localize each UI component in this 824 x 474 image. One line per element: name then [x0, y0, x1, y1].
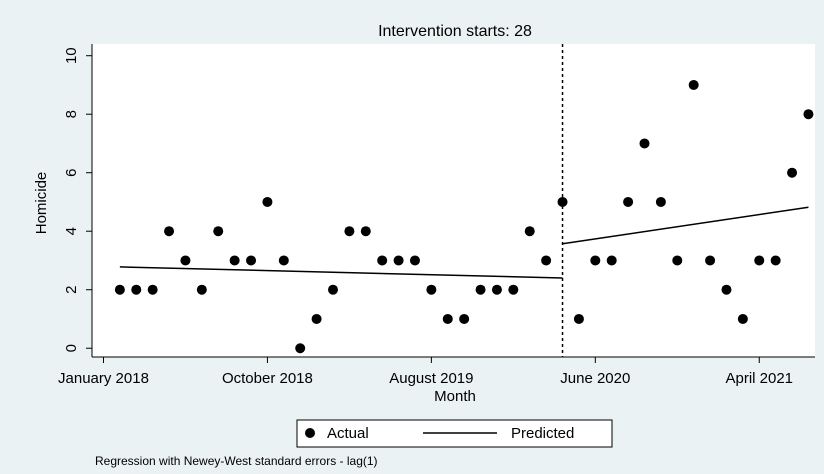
- data-point: [754, 255, 765, 266]
- x-tick-label: April 2021: [725, 370, 793, 387]
- data-point: [213, 226, 224, 237]
- data-point: [114, 284, 125, 295]
- data-point: [655, 196, 666, 207]
- plot-area: [92, 44, 815, 357]
- legend-label: Predicted: [511, 425, 574, 442]
- y-tick-label: 0: [63, 344, 80, 352]
- data-point: [393, 255, 404, 266]
- fitted-line: [119, 266, 563, 279]
- data-point: [491, 284, 502, 295]
- y-tick-label: 4: [63, 227, 80, 235]
- data-point: [180, 255, 191, 266]
- x-tick-label: October 2018: [222, 370, 313, 387]
- data-point: [705, 255, 716, 266]
- data-point: [770, 255, 781, 266]
- y-axis-title: Homicide: [33, 172, 50, 235]
- footnote: Regression with Newey-West standard erro…: [95, 454, 378, 468]
- data-point: [278, 255, 289, 266]
- data-point: [541, 255, 552, 266]
- data-point: [426, 284, 437, 295]
- data-point: [573, 313, 584, 324]
- legend-marker: [305, 428, 315, 438]
- data-point: [131, 284, 142, 295]
- y-tick-label: 6: [63, 169, 80, 177]
- data-point: [442, 313, 453, 324]
- data-point: [737, 313, 748, 324]
- data-point: [606, 255, 617, 266]
- data-point: [246, 255, 257, 266]
- data-point: [196, 284, 207, 295]
- data-point: [590, 255, 601, 266]
- fitted-line: [562, 206, 809, 245]
- legend-label: Actual: [327, 425, 369, 442]
- data-point: [147, 284, 158, 295]
- data-point: [672, 255, 683, 266]
- data-point: [295, 343, 306, 354]
- data-point: [557, 196, 568, 207]
- data-point: [229, 255, 240, 266]
- data-point: [459, 313, 470, 324]
- data-point: [377, 255, 388, 266]
- data-point: [623, 196, 634, 207]
- data-point: [311, 313, 322, 324]
- data-point: [639, 138, 650, 149]
- data-point: [409, 255, 420, 266]
- data-point: [360, 226, 371, 237]
- x-tick-label: January 2018: [58, 370, 149, 387]
- data-point: [508, 284, 519, 295]
- x-tick-label: August 2019: [389, 370, 473, 387]
- x-tick-label: June 2020: [560, 370, 630, 387]
- data-point: [688, 79, 699, 90]
- data-point: [344, 226, 355, 237]
- data-point: [787, 167, 798, 178]
- data-point: [524, 226, 535, 237]
- data-point: [328, 284, 338, 295]
- y-tick-label: 10: [63, 47, 80, 64]
- data-point: [721, 284, 732, 295]
- x-axis-title: Month: [434, 388, 476, 405]
- data-point: [164, 226, 175, 237]
- y-tick-label: 2: [63, 286, 80, 294]
- y-tick-label: 8: [63, 110, 80, 118]
- data-point: [475, 284, 486, 295]
- data-point: [262, 196, 273, 207]
- data-point: [803, 109, 814, 120]
- chart-title: Intervention starts: 28: [378, 23, 532, 40]
